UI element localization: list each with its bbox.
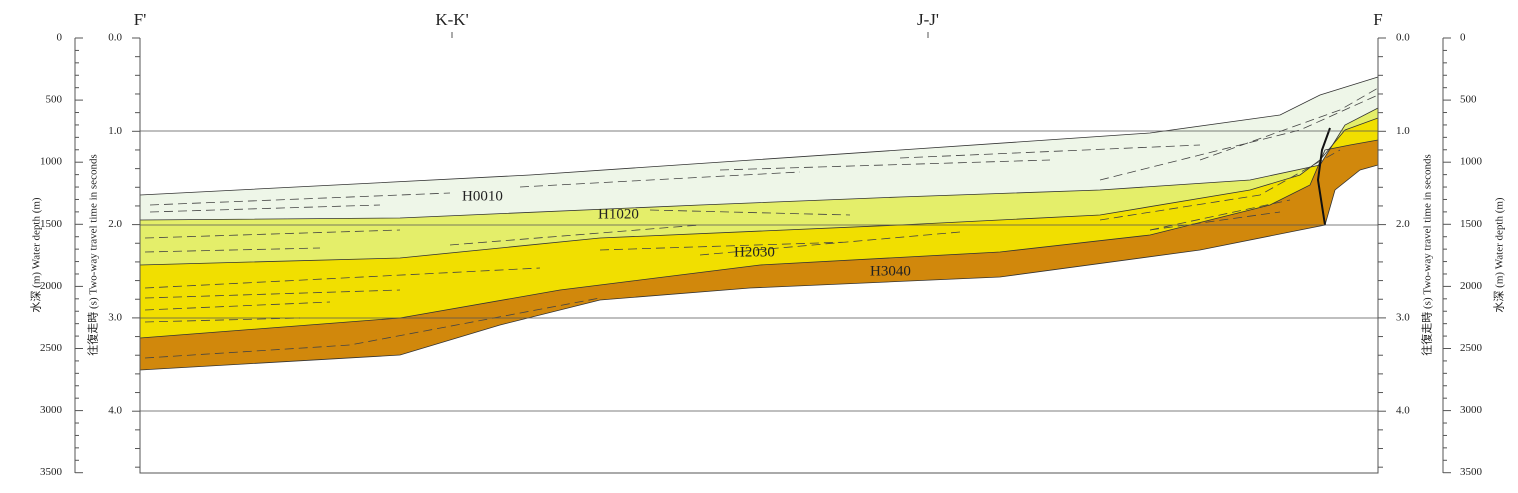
depth-tick-label: 1000	[40, 156, 63, 168]
ticks: 0 0 500 500 1000 1000 1500 1500 2000 2000 2500 2500…	[40, 32, 1483, 479]
depth-axis-title: 水深 (m) Water depth (m)	[1493, 197, 1506, 313]
time-tick-label: 1.0	[1396, 125, 1410, 137]
seafloor	[139, 76, 1379, 196]
depth-tick-label: 3500	[1460, 466, 1483, 478]
time-axis-title: 往復走時 (s) Two-way travel time in seconds	[1420, 154, 1434, 355]
time-tick-label: 2.0	[108, 218, 122, 230]
profile-end: F'	[134, 10, 147, 29]
frame	[139, 38, 1379, 474]
crossing-label: J-J'	[917, 10, 939, 29]
depth-tick-label: 1500	[40, 218, 63, 230]
layer-h0010	[140, 77, 1378, 220]
reflector	[144, 149, 1341, 253]
depth-tick-label: 3000	[1460, 404, 1483, 416]
boundary	[139, 139, 1379, 339]
layer-h2030	[140, 118, 1378, 338]
crossing-label: K-K'	[435, 10, 468, 29]
depth-tick-label: 1500	[1460, 218, 1483, 230]
layers	[139, 76, 1379, 371]
time-tick-label: 3.0	[1396, 311, 1410, 323]
time-tick-label: 4.0	[108, 405, 122, 417]
depth-tick-label: 3000	[40, 404, 63, 416]
grid	[140, 130, 1378, 412]
layer-h1020	[140, 108, 1378, 265]
profile-end: F	[1373, 10, 1382, 29]
time-axis-title: 往復走時 (s) Two-way travel time in seconds	[86, 154, 100, 355]
reflector	[149, 87, 1379, 213]
time-tick-label: 1.0	[108, 125, 122, 137]
layer-h3040	[140, 140, 1378, 370]
reflector	[144, 231, 961, 323]
depth-tick-label: 500	[46, 94, 63, 106]
reflector	[144, 211, 1281, 359]
depth-tick-label: 1000	[1460, 156, 1483, 168]
depth-tick-label: 2500	[40, 342, 63, 354]
boundary	[139, 117, 1379, 266]
depth-tick-label: 3500	[40, 466, 63, 478]
depth-tick-label: 2000	[1460, 280, 1483, 292]
depth-tick-label: 500	[1460, 94, 1477, 106]
depth-axis-title: 水深 (m) Water depth (m)	[30, 197, 43, 313]
horizon-label: H0010	[462, 188, 503, 204]
time-tick-label: 2.0	[1396, 218, 1410, 230]
depth-tick-label: 0	[1460, 32, 1466, 44]
time-tick-label: 0.0	[1396, 32, 1410, 44]
depth-tick-label: 2000	[40, 280, 63, 292]
time-tick-label: 3.0	[108, 311, 122, 323]
fault	[1316, 127, 1331, 226]
horizon-label: H1020	[598, 206, 639, 222]
boundary	[139, 107, 1379, 221]
time-tick-label: 0.0	[108, 32, 122, 44]
boundary	[139, 164, 1379, 371]
horizon-label: H3040	[870, 263, 911, 279]
depth-tick-label: 0	[57, 32, 63, 44]
horizon-label: H2030	[734, 244, 775, 260]
depth-tick-label: 2500	[1460, 342, 1483, 354]
time-tick-label: 4.0	[1396, 405, 1410, 417]
